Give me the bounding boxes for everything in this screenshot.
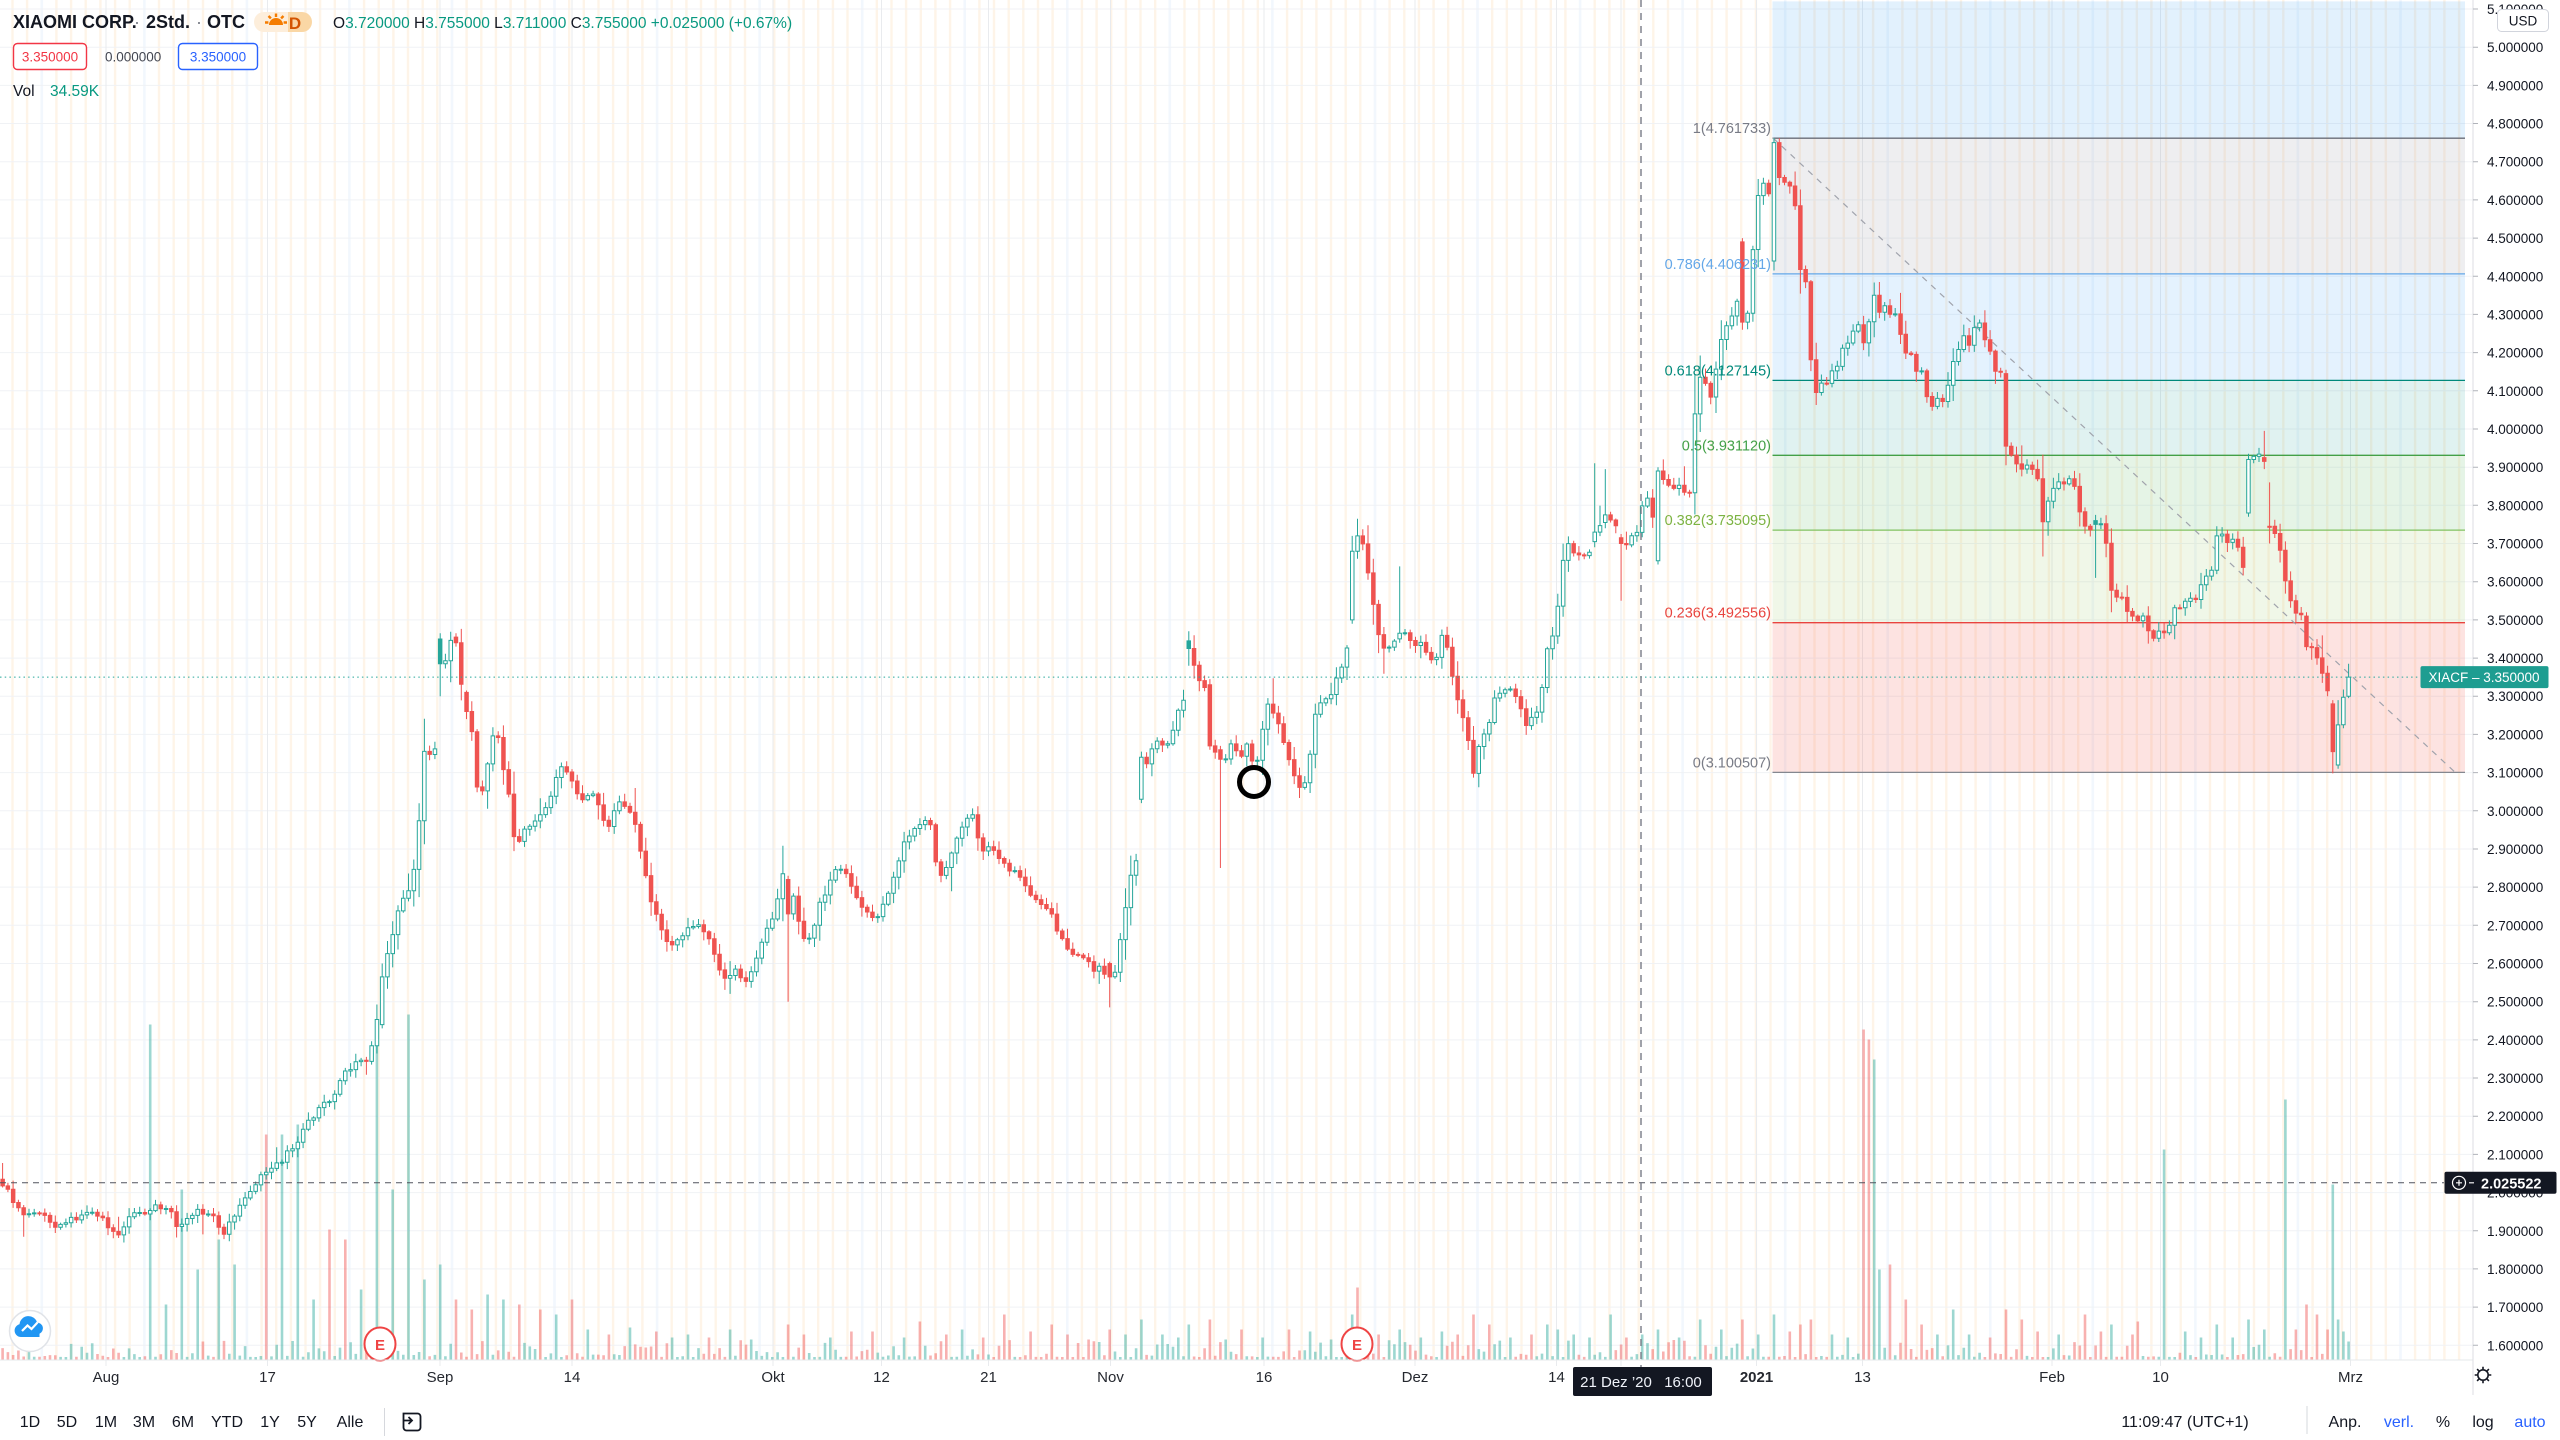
svg-text:34.59K: 34.59K [50,83,100,100]
svg-text:3.600000: 3.600000 [2487,575,2543,590]
svg-text:1M: 1M [95,1414,117,1431]
svg-text:YTD: YTD [211,1414,243,1431]
svg-text:1Y: 1Y [260,1414,280,1431]
svg-text:3.350000: 3.350000 [190,50,246,65]
svg-text:4.000000: 4.000000 [2487,422,2543,437]
svg-text:3.300000: 3.300000 [2487,689,2543,704]
svg-text:17: 17 [259,1369,276,1386]
svg-text:E: E [1352,1337,1362,1354]
svg-text:0.5(3.931120): 0.5(3.931120) [1682,438,1771,454]
svg-text:1.700000: 1.700000 [2487,1300,2543,1315]
svg-text:D: D [289,14,301,33]
svg-text:OTC: OTC [207,12,245,32]
svg-text:2.900000: 2.900000 [2487,842,2543,857]
svg-text:5D: 5D [57,1414,77,1431]
svg-text:Nov: Nov [1097,1369,1124,1386]
svg-text:2.400000: 2.400000 [2487,1033,2543,1048]
svg-text:·: · [134,12,140,32]
svg-text:Aug: Aug [93,1369,120,1386]
svg-text:XIACF – 3.350000: XIACF – 3.350000 [2428,670,2539,685]
svg-text:11:09:47 (UTC+1): 11:09:47 (UTC+1) [2121,1414,2248,1431]
svg-text:2021: 2021 [1740,1369,1773,1386]
svg-text:2.025522: 2.025522 [2481,1176,2541,1192]
svg-text:USD: USD [2509,14,2538,29]
svg-text:2.600000: 2.600000 [2487,957,2543,972]
svg-text:2.700000: 2.700000 [2487,918,2543,933]
svg-text:5.000000: 5.000000 [2487,40,2543,55]
svg-text:3.500000: 3.500000 [2487,613,2543,628]
svg-text:3.350000: 3.350000 [22,50,78,65]
svg-text:2.200000: 2.200000 [2487,1109,2543,1124]
svg-text:Alle: Alle [337,1414,364,1431]
svg-text:1.900000: 1.900000 [2487,1224,2543,1239]
svg-text:E: E [375,1337,385,1354]
svg-text:3.800000: 3.800000 [2487,498,2543,513]
svg-text:2.300000: 2.300000 [2487,1071,2543,1086]
svg-text:%: % [2436,1414,2450,1431]
svg-text:Anp.: Anp. [2329,1414,2362,1431]
svg-text:0.000000: 0.000000 [105,50,161,65]
svg-text:log: log [2472,1414,2493,1431]
svg-text:4.400000: 4.400000 [2487,269,2543,284]
svg-text:XIAOMI CORP.: XIAOMI CORP. [13,12,137,32]
svg-text:1.800000: 1.800000 [2487,1262,2543,1277]
svg-text:4.200000: 4.200000 [2487,346,2543,361]
svg-text:3.100000: 3.100000 [2487,766,2543,781]
svg-text:6M: 6M [172,1414,194,1431]
svg-text:0.382(3.735095): 0.382(3.735095) [1665,513,1771,529]
svg-text:Feb: Feb [2039,1369,2065,1386]
svg-text:4.700000: 4.700000 [2487,155,2543,170]
svg-text:·: · [196,12,202,32]
svg-text:1(4.761733): 1(4.761733) [1693,121,1771,137]
svg-text:14: 14 [1548,1369,1565,1386]
svg-text:verl.: verl. [2384,1414,2414,1431]
svg-text:3.400000: 3.400000 [2487,651,2543,666]
svg-text:2Std.: 2Std. [146,12,190,32]
svg-text:21: 21 [980,1369,997,1386]
svg-text:16:00: 16:00 [1664,1374,1702,1391]
svg-text:Vol: Vol [13,83,35,100]
svg-text:3.900000: 3.900000 [2487,460,2543,475]
svg-text:10: 10 [2152,1369,2169,1386]
svg-text:0.618(4.127145): 0.618(4.127145) [1665,363,1771,379]
svg-text:2.100000: 2.100000 [2487,1147,2543,1162]
svg-text:3M: 3M [133,1414,155,1431]
svg-text:12: 12 [873,1369,890,1386]
svg-text:3.200000: 3.200000 [2487,727,2543,742]
svg-text:0(3.100507): 0(3.100507) [1693,755,1771,771]
svg-text:0.236(3.492556): 0.236(3.492556) [1665,606,1771,622]
svg-text:4.500000: 4.500000 [2487,231,2543,246]
svg-text:4.600000: 4.600000 [2487,193,2543,208]
svg-text:5Y: 5Y [297,1414,317,1431]
svg-text:Mrz: Mrz [2338,1369,2363,1386]
svg-text:3.700000: 3.700000 [2487,537,2543,552]
svg-text:4.900000: 4.900000 [2487,78,2543,93]
svg-text:13: 13 [1854,1369,1871,1386]
svg-text:14: 14 [564,1369,581,1386]
svg-text:16: 16 [1256,1369,1273,1386]
svg-text:Dez: Dez [1402,1369,1429,1386]
svg-text:O3.720000 H3.755000 L3.711000: O3.720000 H3.755000 L3.711000 C3.755000 … [333,15,792,32]
svg-text:2.800000: 2.800000 [2487,880,2543,895]
svg-text:1D: 1D [20,1414,40,1431]
svg-text:4.800000: 4.800000 [2487,117,2543,132]
svg-text:2.500000: 2.500000 [2487,995,2543,1010]
svg-text:1.600000: 1.600000 [2487,1338,2543,1353]
svg-text:auto: auto [2514,1414,2545,1431]
svg-text:Sep: Sep [427,1369,454,1386]
svg-text:Okt: Okt [761,1369,785,1386]
svg-text:4.300000: 4.300000 [2487,307,2543,322]
svg-text:0.786(4.406231): 0.786(4.406231) [1665,257,1771,273]
svg-text:3.000000: 3.000000 [2487,804,2543,819]
svg-text:21 Dez ’20: 21 Dez ’20 [1580,1374,1652,1391]
svg-text:4.100000: 4.100000 [2487,384,2543,399]
